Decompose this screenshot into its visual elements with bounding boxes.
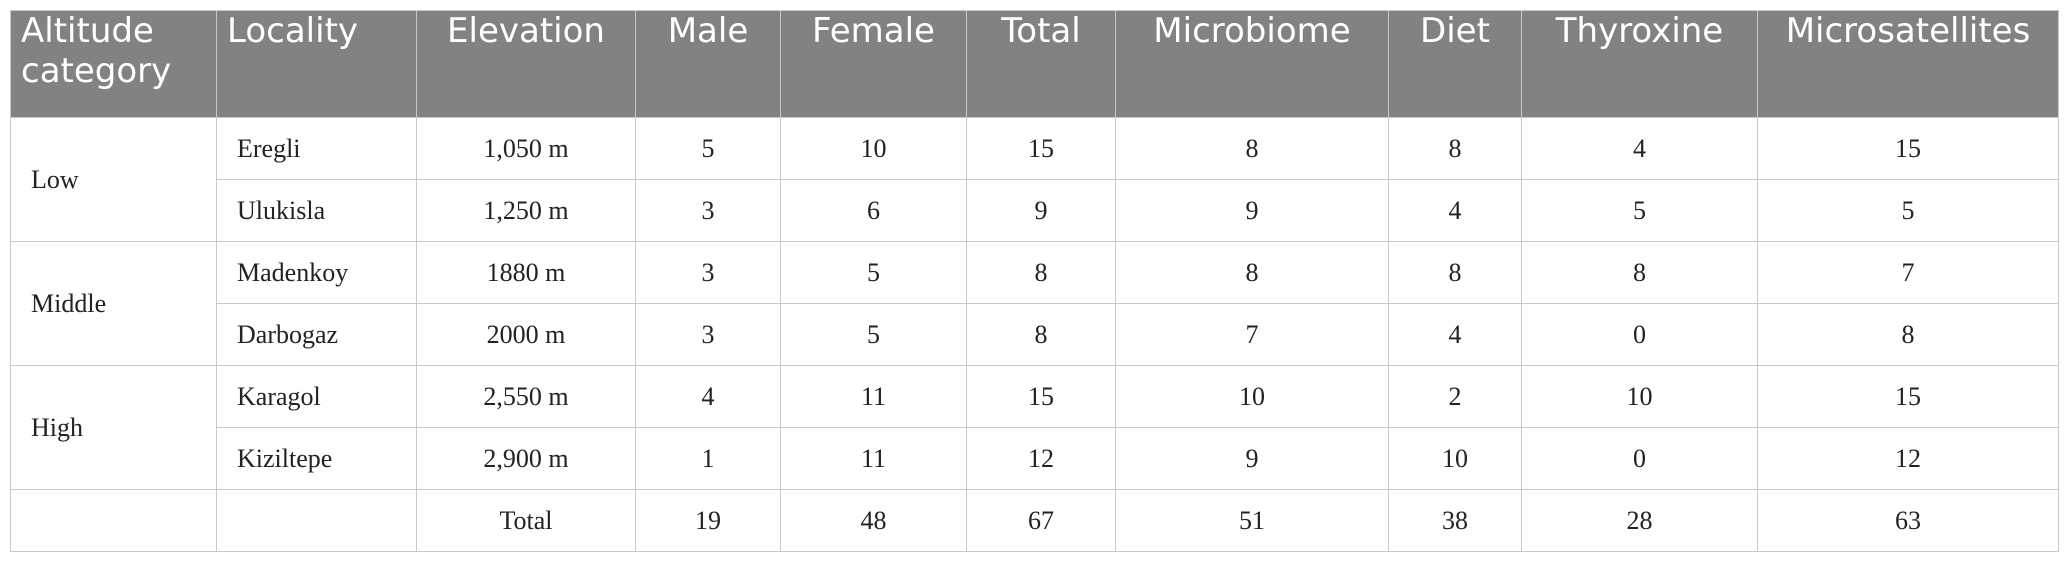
total-cell: 8	[966, 241, 1116, 304]
table-row: Low Eregli 1,050 m 5 10 15 8 8 4 15	[10, 117, 2059, 242]
microsatellites-cell: 12	[1757, 427, 2059, 490]
total-cell: 8	[966, 303, 1116, 366]
locality-cell: Eregli	[216, 117, 417, 180]
microbiome-cell: 7	[1115, 303, 1389, 366]
header-microsatellites: Microsatellites	[1757, 10, 2059, 118]
elevation-cell: 1880 m	[416, 241, 636, 304]
microsatellites-cell: 15	[1757, 117, 2059, 180]
table-header: Altitude category Locality Elevation Mal…	[10, 10, 2059, 118]
elevation-cell: 2,900 m	[416, 427, 636, 490]
empty-cell	[216, 489, 417, 552]
total-cell: 12	[966, 427, 1116, 490]
header-female: Female	[780, 10, 967, 118]
total-microsatellites-cell: 63	[1757, 489, 2059, 552]
table-row: Kiziltepe 2,900 m 1 11 12 9 10 0 12	[11, 427, 2059, 490]
female-cell: 6	[780, 179, 967, 242]
microbiome-cell: 9	[1115, 427, 1389, 490]
altitude-category-cell: Middle	[10, 241, 217, 366]
locality-cell: Karagol	[216, 365, 417, 428]
locality-cell: Kiziltepe	[216, 427, 417, 490]
male-cell: 3	[635, 303, 781, 366]
total-microbiome-cell: 51	[1115, 489, 1389, 552]
thyroxine-cell: 8	[1521, 241, 1758, 304]
male-cell: 5	[635, 117, 781, 180]
table-row: Darbogaz 2000 m 3 5 8 7 4 0 8	[11, 303, 2059, 366]
elevation-cell: 1,050 m	[416, 117, 636, 180]
microsatellites-cell: 5	[1757, 179, 2059, 242]
diet-cell: 10	[1388, 427, 1522, 490]
microbiome-cell: 8	[1115, 117, 1389, 180]
total-cell: 15	[966, 117, 1116, 180]
header-locality: Locality	[216, 10, 417, 118]
total-female-cell: 48	[780, 489, 967, 552]
table-row: High Karagol 2,550 m 4 11 15 10 2 10 15	[10, 365, 2059, 490]
total-total-cell: 67	[966, 489, 1116, 552]
total-thyroxine-cell: 28	[1521, 489, 1758, 552]
table-row: Ulukisla 1,250 m 3 6 9 9 4 5 5	[11, 179, 2059, 242]
altitude-category-cell: Low	[10, 117, 217, 242]
microsatellites-cell: 15	[1757, 365, 2059, 428]
locality-cell: Darbogaz	[216, 303, 417, 366]
table-body: Low Eregli 1,050 m 5 10 15 8 8 4 15 Uluk…	[10, 117, 2059, 552]
male-cell: 1	[635, 427, 781, 490]
thyroxine-cell: 4	[1521, 117, 1758, 180]
total-cell: 15	[966, 365, 1116, 428]
header-row: Altitude category Locality Elevation Mal…	[10, 10, 2059, 118]
microsatellites-cell: 8	[1757, 303, 2059, 366]
header-total: Total	[966, 10, 1116, 118]
thyroxine-cell: 10	[1521, 365, 1758, 428]
header-microbiome: Microbiome	[1115, 10, 1389, 118]
header-thyroxine: Thyroxine	[1521, 10, 1758, 118]
sampling-table: Altitude category Locality Elevation Mal…	[10, 10, 2059, 552]
female-cell: 10	[780, 117, 967, 180]
table-row: Middle Madenkoy 1880 m 3 5 8 8 8 8 7	[10, 241, 2059, 366]
thyroxine-cell: 0	[1521, 427, 1758, 490]
diet-cell: 4	[1388, 303, 1522, 366]
male-cell: 3	[635, 241, 781, 304]
female-cell: 11	[780, 365, 967, 428]
total-cell: 9	[966, 179, 1116, 242]
total-diet-cell: 38	[1388, 489, 1522, 552]
header-diet: Diet	[1388, 10, 1522, 118]
locality-cell: Madenkoy	[216, 241, 417, 304]
header-altitude-category: Altitude category	[10, 10, 217, 118]
elevation-cell: 2,550 m	[416, 365, 636, 428]
microbiome-cell: 9	[1115, 179, 1389, 242]
thyroxine-cell: 5	[1521, 179, 1758, 242]
diet-cell: 4	[1388, 179, 1522, 242]
elevation-cell: 1,250 m	[416, 179, 636, 242]
diet-cell: 2	[1388, 365, 1522, 428]
locality-cell: Ulukisla	[216, 179, 417, 242]
male-cell: 3	[635, 179, 781, 242]
elevation-cell: 2000 m	[416, 303, 636, 366]
altitude-category-cell: High	[10, 365, 217, 490]
microsatellites-cell: 7	[1757, 241, 2059, 304]
diet-cell: 8	[1388, 117, 1522, 180]
total-male-cell: 19	[635, 489, 781, 552]
microbiome-cell: 10	[1115, 365, 1389, 428]
header-male: Male	[635, 10, 781, 118]
thyroxine-cell: 0	[1521, 303, 1758, 366]
empty-cell	[10, 489, 217, 552]
totals-label: Total	[416, 489, 636, 552]
diet-cell: 8	[1388, 241, 1522, 304]
header-elevation: Elevation	[416, 10, 636, 118]
female-cell: 11	[780, 427, 967, 490]
microbiome-cell: 8	[1115, 241, 1389, 304]
male-cell: 4	[635, 365, 781, 428]
totals-row: Total 19 48 67 51 38 28 63	[10, 489, 2059, 552]
female-cell: 5	[780, 303, 967, 366]
female-cell: 5	[780, 241, 967, 304]
